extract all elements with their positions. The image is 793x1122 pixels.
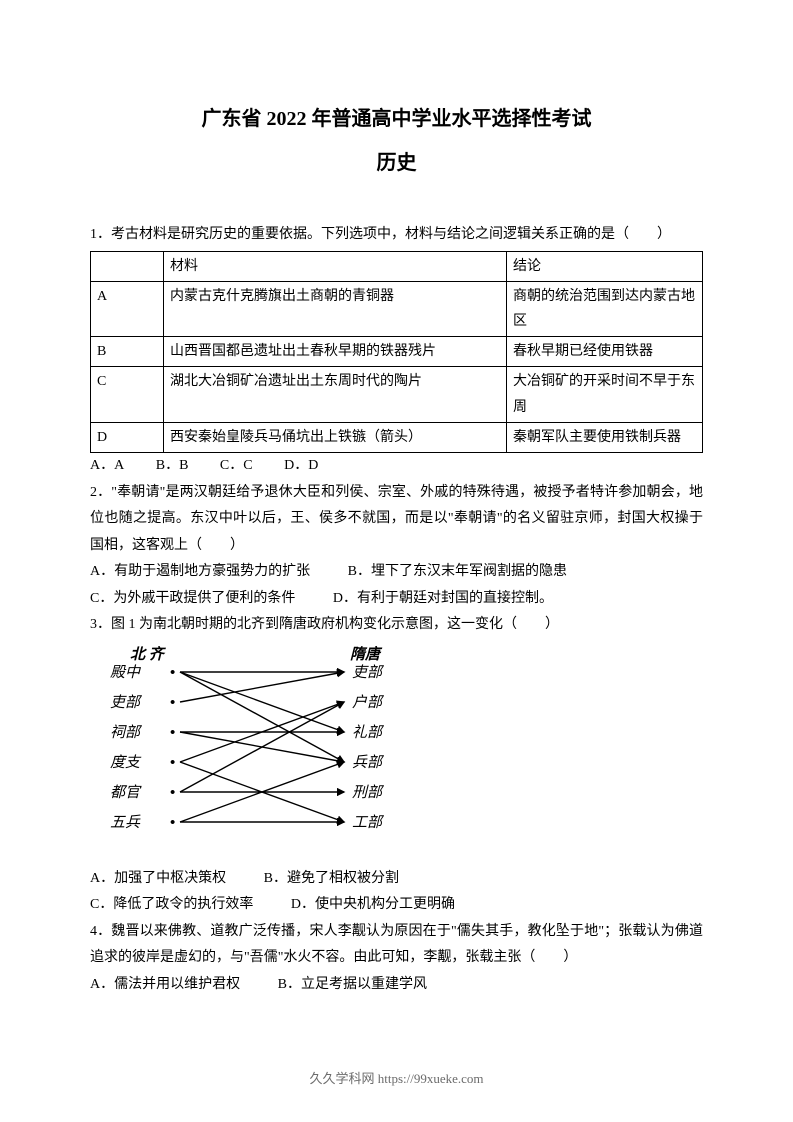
q2-options-row1: A．有助于遏制地方豪强势力的扩张 B．埋下了东汉末年军阀割据的隐患 bbox=[90, 559, 703, 586]
table-row: B 山西晋国都邑遗址出土春秋早期的铁器残片 春秋早期已经使用铁器 bbox=[91, 337, 703, 367]
svg-text:吏部: 吏部 bbox=[110, 694, 143, 711]
q1-th-conclusion: 结论 bbox=[507, 251, 703, 281]
q3-opt-b: B．避免了相权被分割 bbox=[264, 871, 399, 886]
q4-stem: 4．魏晋以来佛教、道教广泛传播，宋人李觏认为原因在于"儒失其手，教化坠于地"；张… bbox=[90, 919, 703, 972]
svg-text:五兵: 五兵 bbox=[110, 814, 141, 831]
q1-r1-material: 山西晋国都邑遗址出土春秋早期的铁器残片 bbox=[164, 337, 507, 367]
q1-r1-conclusion: 春秋早期已经使用铁器 bbox=[507, 337, 703, 367]
q3-diagram-svg: 北 齐隋唐殿中•吏部•祠部•度支•都官•五兵•吏部户部礼部兵部刑部工部 bbox=[90, 643, 440, 853]
svg-text:礼部: 礼部 bbox=[352, 724, 385, 741]
q1-r0-conclusion: 商朝的统治范围到达内蒙古地区 bbox=[507, 281, 703, 336]
q2-options-row2: C．为外戚干政提供了便利的条件 D．有利于朝廷对封国的直接控制。 bbox=[90, 586, 703, 613]
svg-text:北 齐: 北 齐 bbox=[130, 646, 167, 663]
svg-text:•: • bbox=[170, 755, 175, 771]
q2-stem: 2．"奉朝请"是两汉朝廷给予退休大臣和列侯、宗室、外戚的特殊待遇，被授予者特许参… bbox=[90, 480, 703, 560]
q1-table: 材料 结论 A 内蒙古克什克腾旗出土商朝的青铜器 商朝的统治范围到达内蒙古地区 … bbox=[90, 251, 703, 453]
q1-r0-key: A bbox=[91, 281, 164, 336]
q1-r2-key: C bbox=[91, 367, 164, 422]
q3-opt-d: D．使中央机构分工更明确 bbox=[291, 897, 455, 912]
svg-text:•: • bbox=[170, 695, 175, 711]
q1-r3-material: 西安秦始皇陵兵马俑坑出上铁镞（箭头） bbox=[164, 422, 507, 452]
svg-text:•: • bbox=[170, 785, 175, 801]
q4-options-row1: A．儒法并用以维护君权 B．立足考据以重建学风 bbox=[90, 972, 703, 999]
svg-text:殿中: 殿中 bbox=[110, 664, 142, 681]
svg-text:祠部: 祠部 bbox=[110, 724, 143, 741]
q3-opt-c: C．降低了政令的执行效率 bbox=[90, 897, 253, 912]
q1-r3-conclusion: 秦朝军队主要使用铁制兵器 bbox=[507, 422, 703, 452]
table-row: C 湖北大冶铜矿冶遗址出土东周时代的陶片 大冶铜矿的开采时间不早于东周 bbox=[91, 367, 703, 422]
q1-opt-a: A．A bbox=[90, 453, 124, 480]
q1-r2-material: 湖北大冶铜矿冶遗址出土东周时代的陶片 bbox=[164, 367, 507, 422]
q1-th-key bbox=[91, 251, 164, 281]
q2-opt-c: C．为外戚干政提供了便利的条件 bbox=[90, 591, 295, 606]
svg-text:•: • bbox=[170, 665, 175, 681]
title-main: 广东省 2022 年普通高中学业水平选择性考试 bbox=[90, 100, 703, 138]
q1-options: A．A B．B C．C D．D bbox=[90, 453, 703, 480]
q3-options-row2: C．降低了政令的执行效率 D．使中央机构分工更明确 bbox=[90, 892, 703, 919]
page-footer: 久久学科网 https://99xueke.com bbox=[0, 1067, 793, 1092]
svg-text:兵部: 兵部 bbox=[352, 754, 385, 771]
svg-text:隋唐: 隋唐 bbox=[350, 645, 383, 663]
q3-diagram: 北 齐隋唐殿中•吏部•祠部•度支•都官•五兵•吏部户部礼部兵部刑部工部 bbox=[90, 643, 703, 864]
title-sub: 历史 bbox=[90, 144, 703, 182]
q4-opt-b: B．立足考据以重建学风 bbox=[278, 977, 427, 992]
q1-r1-key: B bbox=[91, 337, 164, 367]
q1-opt-c: C．C bbox=[220, 453, 253, 480]
table-row: A 内蒙古克什克腾旗出土商朝的青铜器 商朝的统治范围到达内蒙古地区 bbox=[91, 281, 703, 336]
q1-opt-d: D．D bbox=[284, 453, 318, 480]
q3-options-row1: A．加强了中枢决策权 B．避免了相权被分割 bbox=[90, 866, 703, 893]
q1-th-material: 材料 bbox=[164, 251, 507, 281]
svg-text:•: • bbox=[170, 815, 175, 831]
q3-stem: 3．图 1 为南北朝时期的北齐到隋唐政府机构变化示意图，这一变化（ ） bbox=[90, 612, 703, 639]
q1-stem: 1．考古材料是研究历史的重要依据。下列选项中，材料与结论之间逻辑关系正确的是（ … bbox=[90, 222, 703, 249]
q2-opt-b: B．埋下了东汉末年军阀割据的隐患 bbox=[348, 564, 567, 579]
table-row: D 西安秦始皇陵兵马俑坑出上铁镞（箭头） 秦朝军队主要使用铁制兵器 bbox=[91, 422, 703, 452]
svg-text:户部: 户部 bbox=[352, 694, 385, 711]
svg-text:工部: 工部 bbox=[352, 814, 385, 831]
svg-text:刑部: 刑部 bbox=[352, 784, 385, 801]
q1-opt-b: B．B bbox=[156, 453, 189, 480]
svg-text:度支: 度支 bbox=[110, 754, 142, 771]
q1-r3-key: D bbox=[91, 422, 164, 452]
svg-text:•: • bbox=[170, 725, 175, 741]
exam-page: 广东省 2022 年普通高中学业水平选择性考试 历史 1．考古材料是研究历史的重… bbox=[0, 0, 793, 1122]
q2-opt-a: A．有助于遏制地方豪强势力的扩张 bbox=[90, 564, 310, 579]
svg-text:吏部: 吏部 bbox=[352, 664, 385, 681]
q3-opt-a: A．加强了中枢决策权 bbox=[90, 871, 226, 886]
q2-opt-d: D．有利于朝廷对封国的直接控制。 bbox=[333, 591, 553, 606]
q1-r2-conclusion: 大冶铜矿的开采时间不早于东周 bbox=[507, 367, 703, 422]
q1-r0-material: 内蒙古克什克腾旗出土商朝的青铜器 bbox=[164, 281, 507, 336]
q4-opt-a: A．儒法并用以维护君权 bbox=[90, 977, 240, 992]
svg-text:都官: 都官 bbox=[110, 784, 142, 801]
table-row: 材料 结论 bbox=[91, 251, 703, 281]
